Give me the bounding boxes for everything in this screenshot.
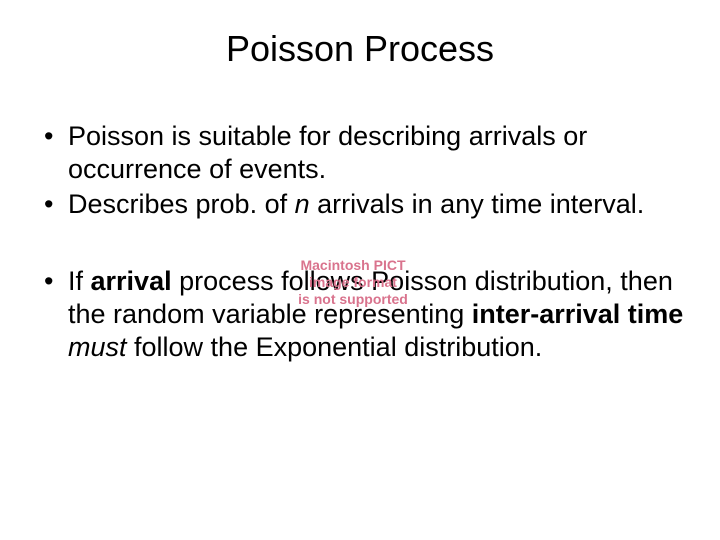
- bullet-list: Poisson is suitable for describing arriv…: [40, 120, 690, 221]
- bullet-text: Describes prob. of: [68, 189, 295, 219]
- bullet-item: Poisson is suitable for describing arriv…: [40, 120, 690, 186]
- pict-error-line: Macintosh PICT: [300, 257, 405, 273]
- pict-error-line: is not supported: [298, 291, 408, 307]
- bullet-bold: inter-arrival time: [472, 299, 684, 329]
- bullet-text: Poisson is suitable for describing arriv…: [68, 121, 587, 184]
- bullet-item: Describes prob. of n arrivals in any tim…: [40, 188, 690, 221]
- pict-error-line: image format: [309, 274, 397, 290]
- bullet-italic: n: [295, 189, 310, 219]
- bullet-italic: must: [68, 332, 127, 362]
- bullet-bold: arrival: [91, 266, 172, 296]
- slide: Poisson Process Poisson is suitable for …: [0, 0, 720, 540]
- bullet-text: arrivals in any time interval.: [310, 189, 645, 219]
- bullet-text: If: [68, 266, 91, 296]
- slide-title: Poisson Process: [30, 28, 690, 70]
- bullet-text: follow the Exponential distribution.: [127, 332, 543, 362]
- pict-error-placeholder: Macintosh PICT image format is not suppo…: [258, 257, 448, 307]
